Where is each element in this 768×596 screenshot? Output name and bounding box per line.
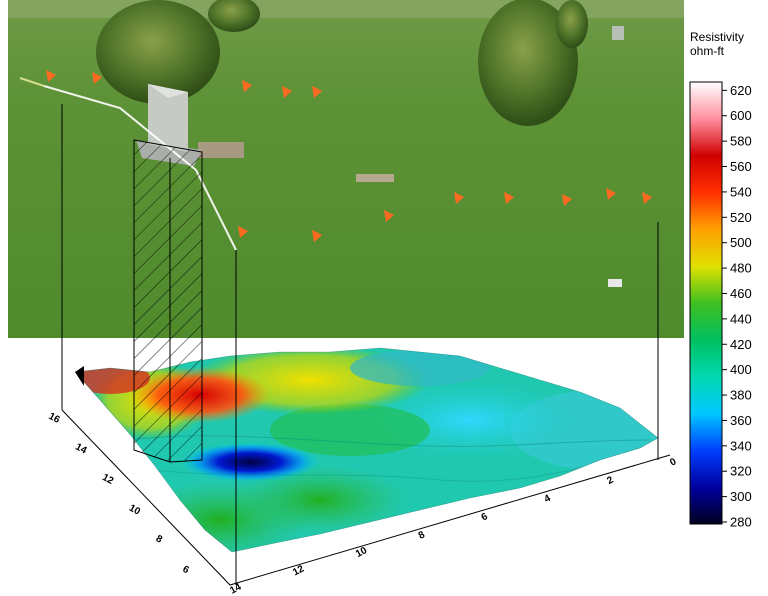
- survey-flag: [312, 230, 322, 242]
- colorbar-ticks: 620 600 580 560 540 520 500 480 460 440 420 400 380 3…: [722, 83, 752, 530]
- colorbar-tick-label: 580: [730, 134, 752, 149]
- front-axis-tick-label: 10: [354, 545, 369, 560]
- colorbar-tick-label: 540: [730, 184, 752, 199]
- survey-flag: [238, 226, 248, 238]
- flat-marker-1: [356, 174, 394, 182]
- survey-flag: [504, 192, 514, 204]
- colorbar-tick-label: 400: [730, 362, 752, 377]
- survey-flag: [454, 192, 464, 204]
- front-axis-tick-label: 4: [543, 493, 553, 506]
- colorbar-tick-label: 520: [730, 210, 752, 225]
- hatched-column: [133, 139, 203, 463]
- survey-flag: [606, 188, 616, 200]
- colorbar-tick-label: 360: [730, 413, 752, 428]
- colorbar-tick-label: 620: [730, 83, 752, 98]
- tree-left: [96, 0, 220, 104]
- gravestone-far: [612, 26, 624, 40]
- survey-flag: [562, 194, 572, 206]
- colorbar-tick-label: 320: [730, 464, 752, 479]
- left-axis-tick-label: 10: [127, 503, 142, 518]
- colorbar-tick-label: 380: [730, 388, 752, 403]
- colorbar-tick-label: 440: [730, 311, 752, 326]
- colorbar-tick-label: 420: [730, 337, 752, 352]
- tree-far: [556, 0, 588, 48]
- front-axis-tick-label: 12: [291, 563, 306, 578]
- front-axis-ticks: 14 12 10 8 6 4 2 0: [228, 456, 678, 596]
- left-axis-tick-label: 12: [100, 472, 115, 487]
- front-axis-tick-label: 6: [480, 511, 490, 524]
- front-axis-tick-label: 0: [668, 456, 678, 469]
- photo: [8, 0, 684, 338]
- colorbar-tick-label: 460: [730, 286, 752, 301]
- survey-flag: [282, 86, 292, 98]
- colorbar-tick-label: 280: [730, 515, 752, 530]
- left-axis-tick-label: 8: [154, 533, 164, 546]
- survey-line: [43, 85, 237, 251]
- left-axis-tick-label: 14: [73, 442, 88, 457]
- tree-small: [208, 0, 260, 32]
- survey-flag: [242, 80, 252, 92]
- axes-frame: [61, 409, 671, 586]
- flat-marker-3: [608, 279, 622, 287]
- colorbar: Resistivity ohm-ft 620 600 580 560 540 520 500…: [689, 30, 752, 530]
- surface-corner-marker: [75, 366, 84, 386]
- survey-flag: [642, 192, 652, 204]
- left-axis-tick-label: 6: [181, 564, 191, 577]
- colorbar-tick-label: 560: [730, 159, 752, 174]
- colorbar-tick-label: 300: [730, 489, 752, 504]
- colorbar-title-line1: Resistivity: [690, 30, 744, 44]
- colorbar-tick-label: 340: [730, 438, 752, 453]
- projection-lines: [61, 104, 659, 585]
- survey-flag: [46, 70, 56, 82]
- colorbar-rect: [689, 81, 723, 525]
- survey-flags: [46, 70, 652, 242]
- survey-flag: [92, 72, 102, 84]
- colorbar-tick-label: 480: [730, 261, 752, 276]
- front-axis-tick-label: 8: [417, 529, 427, 542]
- colorbar-tick-label: 600: [730, 108, 752, 123]
- colorbar-title-line2: ohm-ft: [690, 44, 725, 58]
- survey-flag: [384, 210, 394, 222]
- survey-line-end: [19, 77, 45, 87]
- flat-marker-2: [198, 142, 244, 158]
- survey-flag: [312, 86, 322, 98]
- tree-right: [478, 0, 578, 126]
- front-axis-tick-label: 14: [228, 582, 243, 596]
- left-axis-ticks: 16 14 12 10 8 6: [47, 411, 191, 577]
- colorbar-tick-label: 500: [730, 235, 752, 250]
- left-axis-tick-label: 16: [47, 411, 62, 426]
- front-axis-tick-label: 2: [605, 474, 615, 487]
